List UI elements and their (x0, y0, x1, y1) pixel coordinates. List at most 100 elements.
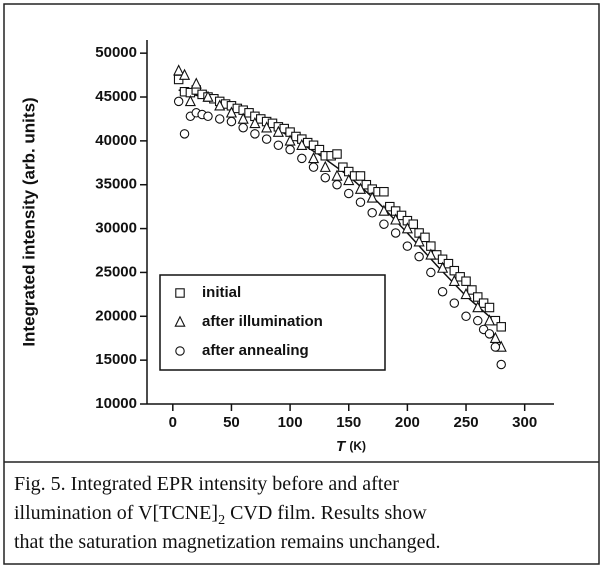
marker-square (379, 186, 389, 197)
legend-label: after illumination (202, 313, 323, 330)
marker-circle (297, 153, 307, 164)
legend-label: initial (202, 284, 241, 301)
marker-square (396, 210, 407, 221)
x-tick-label: 150 (336, 414, 361, 431)
marker-triangle (202, 90, 214, 102)
marker-circle (273, 140, 284, 151)
marker-triangle (184, 94, 196, 107)
marker-square (175, 288, 185, 298)
x-tick-label: 50 (223, 414, 240, 431)
y-tick-label: 35000 (95, 176, 137, 193)
marker-triangle (413, 235, 425, 247)
marker-triangle (390, 213, 402, 225)
marker-triangle (354, 182, 367, 194)
y-tick-label: 10000 (95, 395, 137, 412)
marker-circle (473, 315, 483, 326)
marker-square (408, 219, 419, 229)
marker-triangle (190, 77, 202, 89)
marker-triangle (307, 151, 320, 164)
marker-circle (402, 241, 413, 251)
caption-line: illumination of V[TCNE]2 CVD film. Resul… (14, 502, 427, 528)
marker-circle (285, 144, 295, 155)
marker-square (332, 149, 342, 159)
x-tick-label: 200 (395, 414, 420, 431)
marker-circle (308, 162, 319, 172)
marker-circle (175, 346, 185, 356)
marker-triangle (214, 99, 226, 111)
marker-circle (261, 134, 272, 144)
legend-label: after annealing (202, 342, 309, 359)
x-tick-label: 300 (512, 414, 537, 431)
caption-text: CVD film. Results show (225, 502, 427, 524)
caption-line: Fig. 5. Integrated EPR intensity before … (14, 473, 399, 495)
marker-circle (390, 228, 401, 238)
marker-circle (437, 286, 448, 297)
legend-box (159, 274, 386, 371)
marker-triangle (436, 261, 449, 273)
marker-triangle (173, 64, 185, 76)
y-tick-label: 25000 (95, 263, 137, 280)
marker-triangle (472, 301, 484, 313)
marker-triangle (483, 314, 496, 326)
marker-circle (426, 267, 436, 278)
x-axis-symbol: T (336, 438, 347, 455)
marker-triangle (178, 68, 191, 80)
caption-text: illumination of V[TCNE] (14, 502, 218, 524)
marker-circle (203, 111, 213, 122)
marker-triangle (366, 191, 378, 203)
marker-circle (343, 188, 354, 199)
marker-circle (173, 96, 184, 107)
marker-circle (449, 298, 460, 308)
marker-circle (179, 129, 190, 139)
marker-triangle (331, 169, 343, 181)
marker-triangle (249, 116, 261, 129)
marker-triangle (261, 121, 273, 133)
y-tick-label: 20000 (95, 307, 137, 324)
x-axis-label: T (K) (336, 438, 366, 455)
marker-circle (490, 342, 501, 352)
marker-circle (320, 172, 331, 183)
marker-circle (484, 329, 495, 339)
caption-subscript: 2 (218, 513, 225, 528)
marker-circle (496, 359, 506, 370)
marker-triangle (343, 173, 355, 186)
marker-square (484, 302, 495, 313)
marker-circle (238, 122, 248, 133)
x-tick-label: 250 (454, 414, 479, 431)
y-tick-label: 50000 (95, 44, 137, 61)
marker-circle (414, 251, 424, 262)
marker-triangle (378, 204, 390, 216)
marker-square (314, 144, 325, 155)
marker-triangle (460, 287, 472, 300)
marker-circle (332, 179, 342, 190)
marker-circle (214, 114, 225, 124)
y-tick-label: 30000 (95, 220, 137, 237)
x-axis-unit: (K) (349, 439, 366, 453)
marker-circle (367, 208, 377, 218)
marker-triangle (319, 160, 331, 172)
marker-square (467, 285, 477, 295)
y-tick-label: 45000 (95, 88, 137, 105)
marker-triangle (174, 315, 186, 327)
marker-circle (355, 197, 366, 208)
x-tick-label: 100 (278, 414, 303, 431)
marker-square (420, 232, 430, 243)
marker-triangle (425, 248, 437, 260)
marker-circle (226, 116, 237, 127)
marker-triangle (448, 274, 460, 286)
marker-circle (250, 129, 260, 139)
marker-triangle (296, 138, 308, 151)
marker-circle (379, 219, 389, 229)
marker-square (496, 322, 506, 332)
y-tick-label: 15000 (95, 351, 137, 368)
marker-square (443, 258, 454, 269)
marker-square (355, 171, 366, 181)
y-tick-label: 40000 (95, 132, 137, 149)
marker-circle (461, 311, 471, 322)
y-axis-label: Integrated intensity (arb. units) (19, 97, 38, 346)
marker-triangle (401, 222, 413, 234)
x-tick-label: 0 (169, 414, 177, 431)
marker-square (461, 276, 471, 286)
frame (3, 3, 600, 565)
